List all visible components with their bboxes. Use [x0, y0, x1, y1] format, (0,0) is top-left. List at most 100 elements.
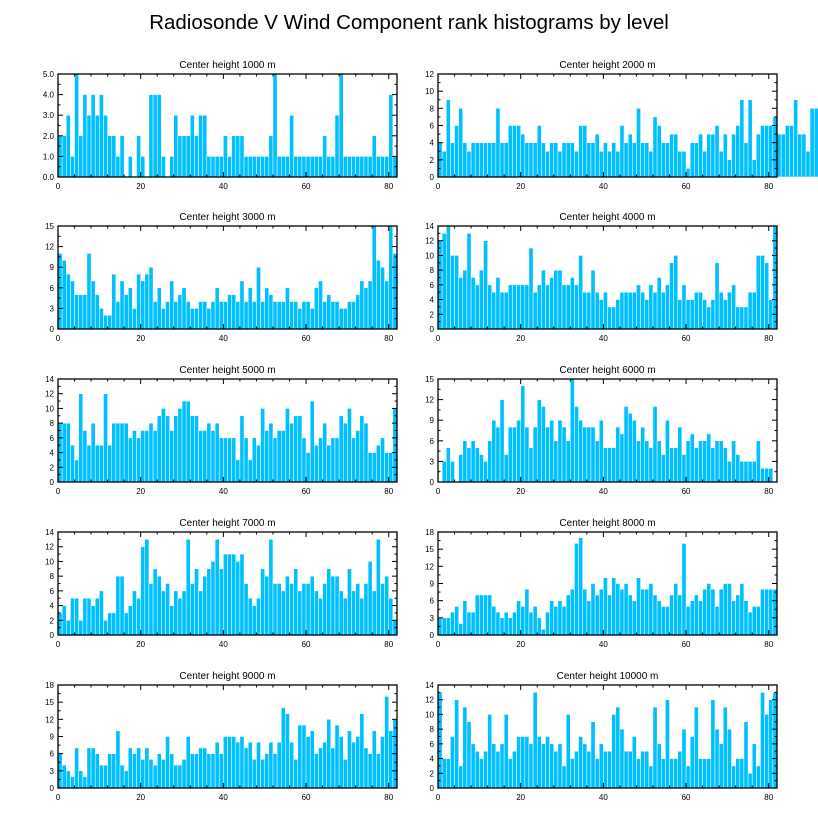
histogram-bar — [322, 301, 327, 330]
histogram-bar — [260, 156, 265, 178]
histogram-bar — [107, 612, 112, 636]
histogram-bar — [652, 706, 658, 789]
histogram-bar — [181, 135, 187, 178]
histogram-bar — [611, 306, 617, 330]
histogram-bar — [483, 142, 488, 178]
histogram-bar — [669, 758, 674, 789]
histogram-bar — [214, 156, 220, 178]
y-tick-label: 12 — [425, 696, 434, 705]
histogram-bar — [70, 156, 75, 178]
histogram-bar — [90, 747, 96, 789]
histogram-bar — [714, 125, 720, 178]
histogram-bar — [243, 583, 249, 636]
histogram-bar — [512, 426, 517, 483]
histogram-bar — [768, 468, 774, 483]
histogram-bar — [177, 764, 183, 789]
histogram-bar — [165, 415, 170, 483]
histogram-bar — [252, 301, 257, 330]
histogram-bar — [644, 142, 650, 178]
histogram-bar — [103, 620, 108, 636]
histogram-bar — [607, 594, 612, 636]
histogram-bar — [301, 301, 307, 330]
histogram-bar — [524, 736, 530, 789]
histogram-bar — [466, 721, 472, 789]
y-tick-label: 6 — [50, 434, 55, 443]
histogram-bar — [503, 611, 509, 636]
histogram-bar — [586, 426, 592, 483]
histogram-bar — [561, 142, 567, 178]
histogram-bar — [86, 114, 92, 178]
histogram-bar — [545, 426, 550, 483]
histogram-bar — [549, 142, 555, 178]
histogram-bar — [607, 151, 612, 178]
histogram-bar — [756, 606, 761, 636]
histogram-bar — [276, 741, 282, 789]
histogram-bar — [165, 301, 170, 330]
histogram-bar — [223, 135, 228, 178]
histogram-bar — [718, 291, 724, 330]
y-tick-label: 6 — [50, 284, 55, 293]
histogram-bar — [128, 156, 133, 178]
histogram-bar — [289, 583, 294, 636]
x-tick-label: 40 — [599, 640, 608, 649]
histogram-bar — [660, 606, 666, 636]
histogram-bar — [450, 142, 455, 178]
histogram-bar — [549, 419, 555, 483]
y-tick-label: 6 — [430, 437, 435, 446]
y-tick-label: 9 — [430, 580, 435, 589]
histogram-bar — [74, 73, 79, 178]
histogram-bar — [710, 299, 716, 330]
x-tick-label: 0 — [56, 487, 61, 496]
histogram-bar — [450, 461, 455, 483]
histogram-bar — [689, 142, 695, 178]
y-tick-label: 2 — [430, 310, 435, 319]
histogram-bar — [694, 594, 699, 636]
histogram-bar — [202, 430, 208, 483]
histogram-bar — [235, 301, 241, 330]
histogram-bar — [603, 577, 608, 636]
histogram-bar — [512, 611, 517, 636]
histogram-bar — [586, 142, 592, 178]
y-tick-label: 6 — [430, 740, 435, 749]
histogram-bar — [760, 125, 765, 178]
histogram-bar — [355, 156, 361, 178]
histogram-bar — [371, 452, 377, 483]
y-tick-label: 8 — [430, 104, 435, 113]
histogram-bar — [218, 437, 224, 483]
histogram-bar — [243, 301, 249, 330]
histogram-bar — [115, 730, 121, 789]
histogram-bar — [202, 575, 208, 636]
y-tick-label: 14 — [425, 681, 434, 690]
histogram-bar — [293, 156, 299, 178]
histogram-bar — [743, 306, 749, 330]
histogram-bar — [371, 730, 377, 789]
histogram-bar — [111, 273, 117, 330]
histogram-bar — [557, 151, 563, 178]
histogram-bar — [276, 583, 282, 636]
histogram-bar — [702, 588, 707, 636]
histogram-bar — [536, 125, 542, 178]
histogram-bar — [545, 611, 550, 636]
histogram-bar — [764, 588, 769, 636]
histogram-bar — [181, 400, 187, 483]
histogram-bar — [528, 142, 534, 178]
y-tick-label: 0 — [430, 784, 435, 793]
histogram-bar — [264, 287, 270, 330]
histogram-bar — [210, 301, 216, 330]
histogram-bar — [148, 759, 154, 789]
histogram-bar — [338, 308, 344, 330]
histogram-bar — [297, 156, 303, 178]
histogram-bar — [586, 750, 592, 789]
histogram-bar — [487, 284, 492, 330]
y-tick-label: 8 — [50, 419, 55, 428]
histogram-bar — [285, 156, 290, 178]
histogram-bar — [140, 280, 146, 330]
y-tick-label: 6 — [50, 587, 55, 596]
histogram-bar — [532, 692, 538, 789]
histogram-bar — [619, 433, 625, 483]
x-tick-label: 20 — [516, 793, 525, 802]
histogram-bar — [813, 108, 818, 178]
histogram-bar — [90, 94, 96, 178]
histogram-bar — [632, 419, 637, 483]
histogram-bar — [140, 430, 146, 483]
